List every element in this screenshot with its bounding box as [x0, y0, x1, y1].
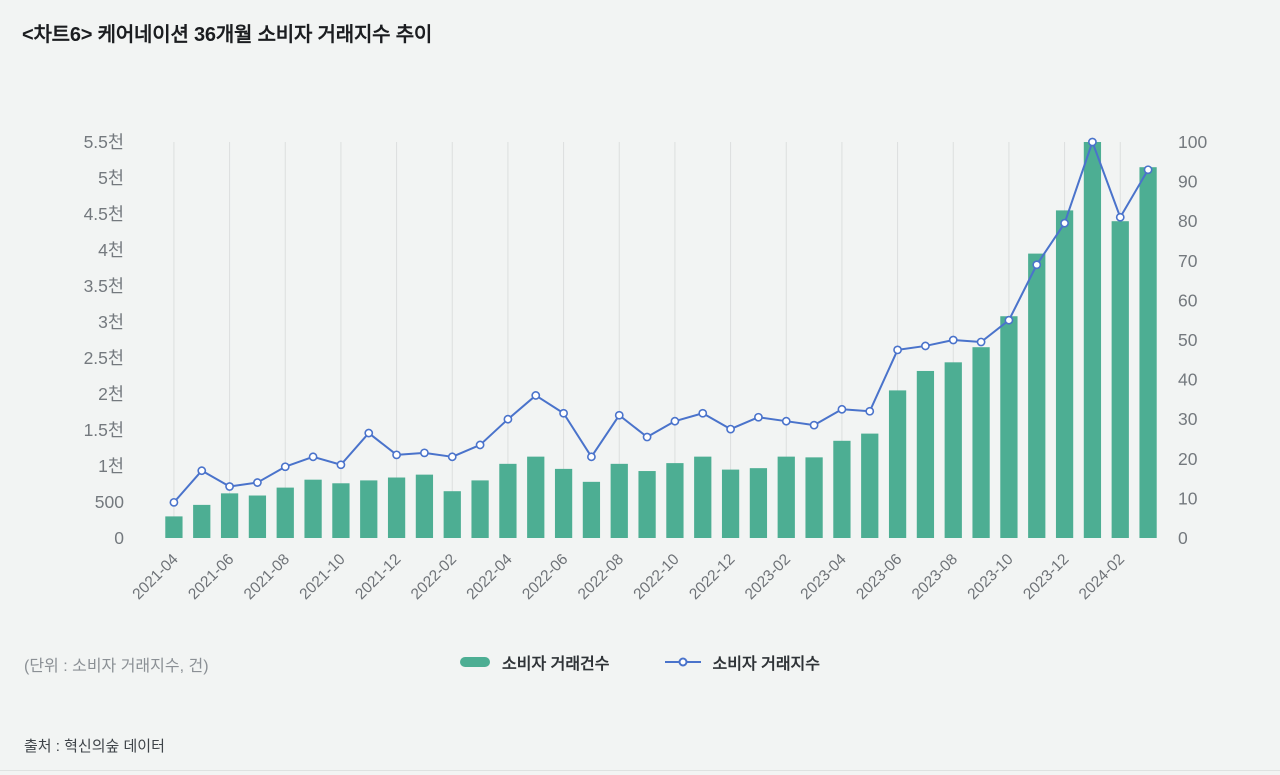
- svg-text:90: 90: [1178, 172, 1198, 192]
- svg-text:2021-08: 2021-08: [241, 551, 293, 603]
- svg-text:2021-12: 2021-12: [352, 551, 404, 603]
- svg-text:40: 40: [1178, 370, 1198, 390]
- svg-text:0: 0: [114, 528, 124, 548]
- svg-text:1천: 1천: [98, 456, 124, 476]
- legend-item-bars: 소비자 거래건수: [460, 650, 610, 674]
- svg-text:1.5천: 1.5천: [84, 420, 124, 440]
- svg-text:2022-12: 2022-12: [686, 551, 738, 603]
- svg-text:80: 80: [1178, 211, 1198, 231]
- svg-text:30: 30: [1178, 409, 1198, 429]
- legend-bar-label: 소비자 거래건수: [502, 656, 610, 673]
- bottom-divider: [0, 770, 1280, 771]
- svg-text:2022-04: 2022-04: [463, 551, 516, 604]
- svg-text:4천: 4천: [98, 240, 124, 260]
- svg-text:500: 500: [95, 492, 124, 512]
- svg-text:50: 50: [1178, 330, 1198, 350]
- chart-title: <차트6> 케어네이션 36개월 소비자 거래지수 추이: [22, 24, 433, 46]
- svg-text:5.5천: 5.5천: [84, 132, 124, 152]
- svg-text:2021-04: 2021-04: [129, 551, 182, 604]
- svg-text:2021-06: 2021-06: [185, 551, 237, 603]
- svg-text:2023-06: 2023-06: [853, 551, 905, 603]
- svg-text:2022-02: 2022-02: [408, 551, 460, 603]
- svg-text:2.5천: 2.5천: [84, 348, 124, 368]
- svg-text:4.5천: 4.5천: [84, 204, 124, 224]
- source-note: 출처 : 혁신의숲 데이터: [24, 738, 165, 755]
- bar-series-swatch-icon: [460, 657, 490, 667]
- svg-text:2천: 2천: [98, 384, 124, 404]
- svg-text:2022-10: 2022-10: [630, 551, 683, 604]
- svg-text:10: 10: [1178, 488, 1198, 508]
- svg-text:2023-02: 2023-02: [742, 551, 794, 603]
- line-marker-dot-icon: [678, 657, 687, 667]
- svg-text:2023-12: 2023-12: [1020, 551, 1072, 603]
- svg-text:5천: 5천: [98, 168, 124, 188]
- svg-text:20: 20: [1178, 449, 1198, 469]
- svg-text:3천: 3천: [98, 312, 124, 332]
- svg-text:2022-08: 2022-08: [575, 551, 627, 603]
- svg-text:2023-08: 2023-08: [909, 551, 961, 603]
- svg-text:2022-06: 2022-06: [519, 551, 571, 603]
- svg-text:2023-04: 2023-04: [797, 551, 850, 604]
- line-series-swatch-icon: [664, 657, 701, 667]
- combo-chart: 0 500 1천 1.5천 2천 2.5천 3천 3.5천 4천 4.5천 5천 5.5천 0 10 20 3…: [84, 132, 1208, 604]
- legend-line-label: 소비자 거래지수: [712, 656, 821, 673]
- svg-text:100: 100: [1178, 132, 1207, 152]
- svg-text:3.5천: 3.5천: [84, 276, 124, 296]
- unit-note: (단위 : 소비자 거래지수, 건): [24, 658, 209, 675]
- legend-item-line: 소비자 거래지수: [664, 650, 821, 674]
- svg-text:60: 60: [1178, 290, 1198, 310]
- legend: 소비자 거래건수 소비자 거래지수: [460, 650, 820, 674]
- svg-text:0: 0: [1178, 528, 1188, 548]
- svg-text:2023-10: 2023-10: [964, 551, 1017, 604]
- svg-text:2024-02: 2024-02: [1076, 551, 1128, 603]
- svg-text:2021-10: 2021-10: [296, 551, 349, 604]
- svg-text:70: 70: [1178, 251, 1198, 271]
